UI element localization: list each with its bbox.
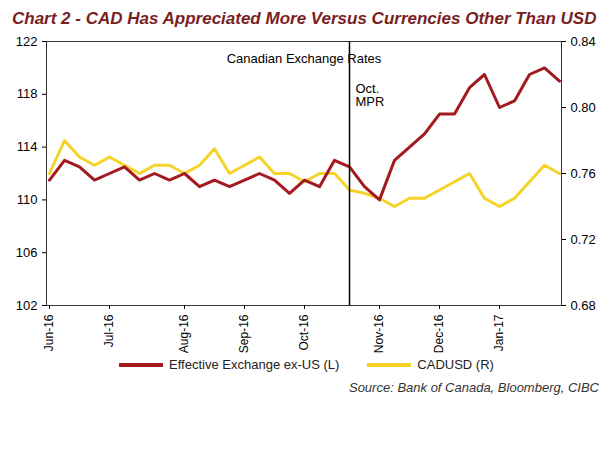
svg-text:Jun-16: Jun-16 bbox=[42, 314, 56, 351]
svg-text:0.84: 0.84 bbox=[571, 34, 596, 49]
svg-text:0.72: 0.72 bbox=[571, 232, 596, 247]
svg-text:0.68: 0.68 bbox=[571, 298, 596, 313]
html-text:Source: Bank of Canada, Bloomb: Source: Bank of Canada, Bloomberg, CIBC bbox=[349, 380, 599, 395]
svg-text:Oct.MPR: Oct.MPR bbox=[356, 81, 385, 109]
svg-text:Dec-16: Dec-16 bbox=[432, 314, 446, 353]
svg-text:Sep-16: Sep-16 bbox=[237, 314, 251, 353]
svg-text:Aug-16: Aug-16 bbox=[177, 314, 191, 353]
svg-text:122: 122 bbox=[16, 34, 38, 49]
svg-text:0.80: 0.80 bbox=[571, 100, 596, 115]
svg-text:110: 110 bbox=[17, 192, 38, 207]
svg-text:Nov-16: Nov-16 bbox=[372, 314, 386, 353]
html-text:Chart 2 - CAD Has Appreciated: Chart 2 - CAD Has Appreciated More Versu… bbox=[12, 9, 597, 28]
svg-text:106: 106 bbox=[16, 245, 38, 260]
svg-text:0.76: 0.76 bbox=[571, 166, 596, 181]
svg-text:102: 102 bbox=[16, 298, 38, 313]
svg-text:Jul-16: Jul-16 bbox=[102, 314, 116, 347]
svg-text:Oct-16: Oct-16 bbox=[297, 314, 311, 350]
html-text:Effective Exchange ex-US (L): Effective Exchange ex-US (L) bbox=[169, 357, 340, 372]
svg-text:114: 114 bbox=[17, 139, 38, 154]
svg-text:118: 118 bbox=[17, 86, 38, 101]
html-text:CADUSD (R): CADUSD (R) bbox=[417, 357, 494, 372]
svg-text:Jan-17: Jan-17 bbox=[492, 314, 506, 351]
svg-text:Canadian Exchange Rates: Canadian Exchange Rates bbox=[227, 51, 382, 66]
